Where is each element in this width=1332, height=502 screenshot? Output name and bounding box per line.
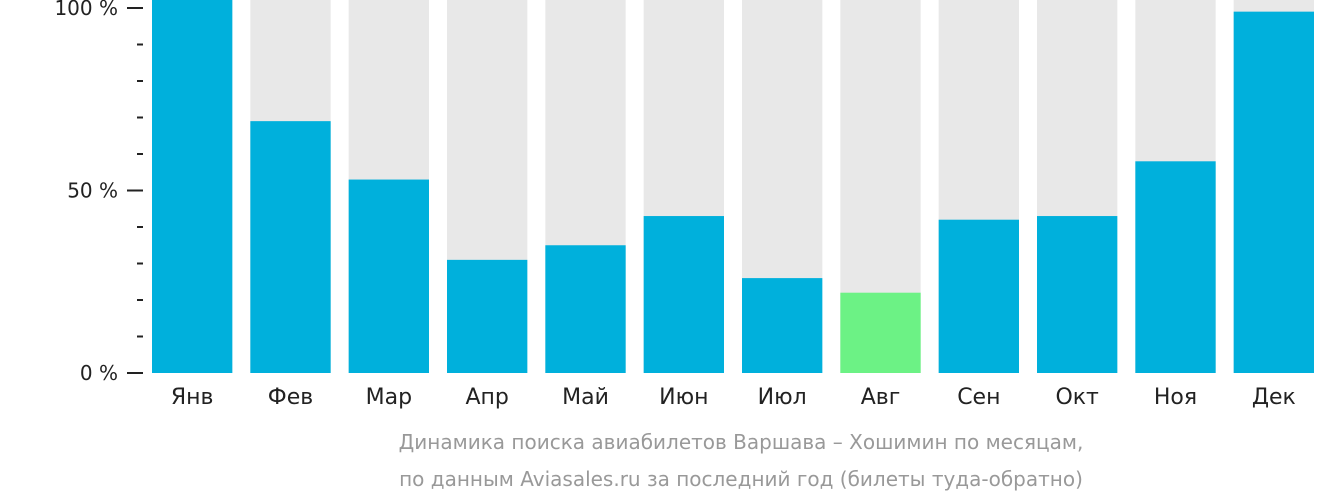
y-axis: 0 % 50 % 100 % xyxy=(54,0,143,385)
chart-caption-line-1: Динамика поиска авиабилетов Варшава – Хо… xyxy=(398,430,1084,454)
chart-caption-line-2: по данным Aviasales.ru за последний год … xyxy=(399,467,1083,491)
bar-11 xyxy=(1135,161,1216,373)
x-tick-label: Май xyxy=(562,385,609,410)
bar-8 xyxy=(840,292,921,373)
x-tick-label: Июн xyxy=(659,385,708,410)
bar-1 xyxy=(152,0,233,373)
bar-chart: 0 % 50 % 100 % Янв Фев Мар Апр Май Июн Июл Авг Сен… xyxy=(54,0,1314,410)
bar-2 xyxy=(250,121,331,374)
x-tick-label: Окт xyxy=(1055,385,1099,410)
x-tick-label: Янв xyxy=(171,385,214,410)
x-axis-labels: Янв Фев Мар Апр Май Июн Июл Авг Сен Окт Ноя Дек xyxy=(171,385,1296,410)
bar-12 xyxy=(1233,11,1314,374)
bar-10 xyxy=(1037,216,1118,373)
data-bars xyxy=(152,0,1314,374)
bar-6 xyxy=(643,216,724,373)
bar-3 xyxy=(348,179,429,373)
x-tick-label: Мар xyxy=(366,385,412,410)
x-tick-label: Сен xyxy=(957,385,1000,410)
x-tick-label: Фев xyxy=(268,385,313,410)
y-tick-label: 50 % xyxy=(67,179,118,203)
bar-5 xyxy=(545,245,626,373)
x-tick-label: Ноя xyxy=(1154,385,1197,410)
y-tick-label: 0 % xyxy=(80,361,118,385)
x-tick-label: Апр xyxy=(465,385,508,410)
bar-9 xyxy=(938,219,1019,373)
bar-4 xyxy=(447,259,528,373)
x-tick-label: Дек xyxy=(1252,385,1296,410)
x-tick-label: Июл xyxy=(758,385,807,410)
bar-7 xyxy=(742,278,823,373)
y-tick-label: 100 % xyxy=(54,0,118,20)
x-tick-label: Авг xyxy=(861,385,901,410)
